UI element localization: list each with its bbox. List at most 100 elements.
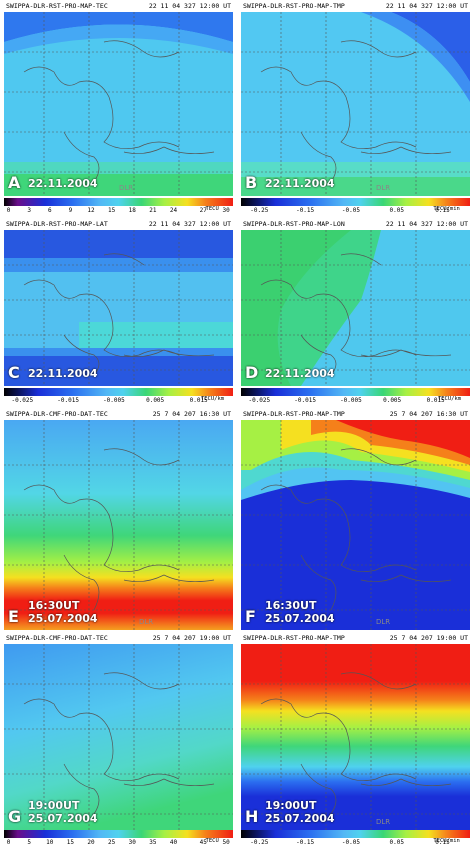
tick-label: 5	[27, 839, 31, 846]
tick-label: 3	[27, 207, 31, 214]
tmp-map-f: DLR	[241, 420, 470, 630]
tick-label: 30	[222, 207, 230, 214]
tick-label: -0.15	[296, 839, 315, 846]
colorbar-gradient	[4, 388, 233, 396]
tec-map: DLR	[4, 12, 233, 196]
panel-date: 25.07.2004	[28, 612, 98, 625]
panel-header: SWIPPA-DLR-RST-PRO-MAP-TEC 22 11 04 327 …	[4, 0, 233, 12]
colorbar-gradient	[4, 830, 233, 838]
colorbar-unit: TECU	[205, 206, 219, 212]
panel-letter: B	[245, 173, 258, 192]
panel-title: SWIPPA-DLR-CMF-PRO-DAT-TEC	[6, 410, 108, 418]
panel-time-date: 16:30UT 25.07.2004	[265, 599, 335, 625]
panel-letter: F	[245, 607, 256, 626]
colorbar-gradient	[241, 198, 470, 206]
panel-timestamp: 25 7 04 207 16:30 UT	[152, 410, 231, 418]
panel-date: 25.07.2004	[265, 612, 335, 625]
colorbar-gradient	[241, 388, 470, 396]
panel-timestamp: 25 7 04 207 16:30 UT	[389, 410, 468, 418]
tick-label: 24	[169, 207, 178, 214]
tick-label: 0.15	[435, 207, 450, 214]
tick-label: 10	[46, 839, 54, 846]
colorbar-lon: -0.025 -0.015 -0.005 0.005 0.015 TECU/km	[241, 388, 470, 408]
colorbar-gradient	[241, 830, 470, 838]
colorbar-unit: TECU/km	[437, 396, 462, 402]
panel-timestamp: 25 7 04 207 19:00 UT	[389, 634, 468, 642]
panel-time-date: 19:00UT 25.07.2004	[28, 799, 98, 825]
panel-d: SWIPPA-DLR-RST-PRO-MAP-LON 22 11 04 327 …	[241, 218, 470, 386]
panel-letter: G	[8, 807, 22, 826]
tick-label: -0.15	[296, 207, 315, 214]
colorbar-unit: TECU/km	[200, 396, 225, 402]
panel-title: SWIPPA-DLR-RST-PRO-MAP-TMP	[243, 634, 345, 642]
colorbar-ticks: -0.25 -0.15 -0.05 0.05 0.15	[241, 207, 470, 216]
panel-letter: D	[245, 363, 259, 382]
panel-date: 22.11.2004	[265, 367, 335, 380]
tick-label: 27	[199, 207, 207, 214]
panel-date: 22.11.2004	[265, 177, 335, 190]
panel-title: SWIPPA-DLR-CMF-PRO-DAT-TEC	[6, 634, 108, 642]
panel-time: 16:30UT	[265, 599, 317, 612]
panel-h: SWIPPA-DLR-RST-PRO-MAP-TMP 25 7 04 207 1…	[241, 632, 470, 830]
colorbar-ticks: 0 5 10 15 20 25 30 35 40 45 50	[4, 839, 233, 848]
panel-f: SWIPPA-DLR-RST-PRO-MAP-TMP 25 7 04 207 1…	[241, 408, 470, 630]
tick-label: -0.25	[250, 839, 269, 846]
panel-time-date: 19:00UT 25.07.2004	[265, 799, 335, 825]
tick-label: -0.005	[103, 397, 125, 404]
tmp-map: DLR	[241, 12, 470, 196]
watermark: DLR	[139, 618, 153, 626]
tick-label: -0.005	[340, 397, 362, 404]
panel-b: SWIPPA-DLR-RST-PRO-MAP-TMP 22 11 04 327 …	[241, 0, 470, 196]
tick-label: 18	[128, 207, 136, 214]
tick-label: -0.015	[294, 397, 316, 404]
panel-header: SWIPPA-DLR-RST-PRO-MAP-LAT 22 11 04 327 …	[4, 218, 233, 230]
panel-title: SWIPPA-DLR-RST-PRO-MAP-TMP	[243, 2, 345, 10]
panel-title: SWIPPA-DLR-RST-PRO-MAP-LON	[243, 220, 345, 228]
tick-label: 6	[47, 207, 52, 214]
tec-map-e: DLR	[4, 420, 233, 630]
panel-timestamp: 22 11 04 327 12:00 UT	[385, 220, 468, 228]
tick-label: 0	[6, 207, 11, 214]
tick-label: 0.015	[426, 397, 445, 404]
panel-timestamp: 22 11 04 327 12:00 UT	[148, 2, 231, 10]
tmp-map-h: DLR	[241, 644, 470, 830]
tick-label: 21	[149, 207, 157, 214]
lat-map	[4, 230, 233, 386]
panel-a: SWIPPA-DLR-RST-PRO-MAP-TEC 22 11 04 327 …	[4, 0, 233, 196]
colorbar-tec-bottom: 0 5 10 15 20 25 30 35 40 45 50 TECU	[4, 830, 233, 850]
colorbar-ticks: -0.025 -0.015 -0.005 0.005 0.015	[4, 397, 233, 406]
tick-label: 40	[169, 839, 178, 846]
colorbar-unit: TECU	[205, 838, 219, 844]
tick-label: 30	[128, 839, 136, 846]
colorbar-unit: TECU/min	[433, 838, 460, 844]
tick-label: 0.005	[383, 397, 402, 404]
panel-letter: A	[8, 173, 21, 192]
tick-label: 0.05	[389, 839, 404, 846]
panel-g: SWIPPA-DLR-CMF-PRO-DAT-TEC 25 7 04 207 1…	[4, 632, 233, 830]
panel-header: SWIPPA-DLR-RST-PRO-MAP-TMP 22 11 04 327 …	[241, 0, 470, 12]
panel-date: 22.11.2004	[28, 367, 98, 380]
tick-label: 45	[199, 839, 207, 846]
watermark: DLR	[376, 818, 390, 826]
tick-label: -0.015	[57, 397, 79, 404]
panel-date: 25.07.2004	[28, 812, 98, 825]
watermark: DLR	[376, 618, 390, 626]
tick-label: 0	[6, 839, 11, 846]
panel-timestamp: 22 11 04 327 12:00 UT	[148, 220, 231, 228]
panel-header: SWIPPA-DLR-RST-PRO-MAP-TMP 25 7 04 207 1…	[241, 632, 470, 644]
panel-time: 19:00UT	[28, 799, 80, 812]
tick-label: 0.05	[389, 207, 404, 214]
panel-letter: H	[245, 807, 259, 826]
panel-letter: E	[8, 607, 19, 626]
watermark: DLR	[119, 184, 133, 192]
colorbar-ticks: -0.25 -0.15 -0.05 0.05 0.15	[241, 839, 470, 848]
colorbar-gradient	[4, 198, 233, 206]
colorbar-tec: 0 3 6 9 12 15 18 21 24 27 30 TECU	[4, 198, 233, 218]
colorbar-ticks: 0 3 6 9 12 15 18 21 24 27 30	[4, 207, 233, 216]
panel-time-date: 16:30UT 25.07.2004	[28, 599, 98, 625]
tick-label: -0.25	[250, 207, 269, 214]
tick-label: 0.005	[146, 397, 165, 404]
tick-label: 20	[87, 839, 95, 846]
tick-label: 15	[108, 207, 116, 214]
tick-label: 25	[108, 839, 116, 846]
